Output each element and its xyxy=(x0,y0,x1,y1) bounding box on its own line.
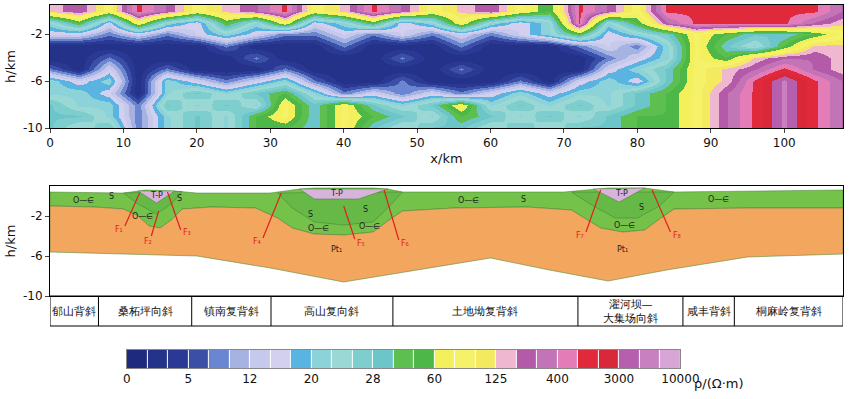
svg-text:S: S xyxy=(521,195,526,204)
svg-text:ρ/(Ω·m): ρ/(Ω·m) xyxy=(694,376,744,391)
svg-text:28: 28 xyxy=(365,372,380,386)
svg-text:-10: -10 xyxy=(23,289,43,303)
svg-text:濯河坝—大集场向斜: 濯河坝—大集场向斜 xyxy=(603,298,658,325)
svg-text:100: 100 xyxy=(773,136,796,150)
svg-text:F₈: F₈ xyxy=(673,231,681,240)
svg-text:O—∈: O—∈ xyxy=(359,222,380,231)
svg-text:0: 0 xyxy=(46,136,54,150)
svg-text:咸丰背斜: 咸丰背斜 xyxy=(687,305,731,318)
svg-text:O—∈: O—∈ xyxy=(458,196,479,205)
svg-text:F₁: F₁ xyxy=(115,225,123,234)
svg-text:O—∈: O—∈ xyxy=(614,221,635,230)
svg-text:S: S xyxy=(363,205,368,214)
svg-text:S: S xyxy=(109,192,114,201)
svg-text:10: 10 xyxy=(116,136,131,150)
svg-text:高山复向斜: 高山复向斜 xyxy=(304,305,359,318)
svg-text:F₂: F₂ xyxy=(144,237,152,246)
svg-text:F₅: F₅ xyxy=(357,239,365,248)
svg-text:125: 125 xyxy=(484,372,507,386)
svg-text:20: 20 xyxy=(189,136,204,150)
svg-text:镇南复背斜: 镇南复背斜 xyxy=(203,305,259,318)
svg-text:0: 0 xyxy=(123,372,131,386)
svg-text:Pt₁: Pt₁ xyxy=(331,245,342,254)
svg-text:O—∈: O—∈ xyxy=(73,196,94,205)
svg-text:h/km: h/km xyxy=(3,225,18,258)
svg-text:F₆: F₆ xyxy=(401,239,409,248)
svg-text:80: 80 xyxy=(630,136,645,150)
svg-text:60: 60 xyxy=(483,136,498,150)
svg-text:O—∈: O—∈ xyxy=(708,195,729,204)
svg-text:-6: -6 xyxy=(31,249,43,263)
svg-text:h/km: h/km xyxy=(3,50,18,83)
svg-text:T-P: T-P xyxy=(615,189,628,198)
svg-text:-2: -2 xyxy=(31,27,43,41)
svg-text:土地坳复背斜: 土地坳复背斜 xyxy=(452,305,518,318)
svg-text:S: S xyxy=(639,203,644,212)
svg-text:12: 12 xyxy=(242,372,257,386)
svg-text:桑柘坪向斜: 桑柘坪向斜 xyxy=(118,305,173,318)
svg-text:F₃: F₃ xyxy=(183,228,191,237)
svg-text:T-P: T-P xyxy=(150,191,163,200)
svg-text:-2: -2 xyxy=(31,209,43,223)
svg-text:O—∈: O—∈ xyxy=(308,224,329,233)
svg-text:桐麻岭复背斜: 桐麻岭复背斜 xyxy=(755,305,822,318)
svg-text:400: 400 xyxy=(546,372,569,386)
svg-text:30: 30 xyxy=(263,136,278,150)
svg-text:O—∈: O—∈ xyxy=(132,212,153,221)
svg-text:5: 5 xyxy=(185,372,193,386)
svg-text:90: 90 xyxy=(703,136,718,150)
svg-text:20: 20 xyxy=(304,372,319,386)
svg-text:50: 50 xyxy=(409,136,424,150)
svg-text:F₇: F₇ xyxy=(576,231,584,240)
svg-text:F₄: F₄ xyxy=(253,237,261,246)
svg-text:T-P: T-P xyxy=(330,189,343,198)
svg-text:70: 70 xyxy=(556,136,571,150)
svg-text:3000: 3000 xyxy=(604,372,635,386)
svg-text:-10: -10 xyxy=(23,121,43,135)
svg-text:x/km: x/km xyxy=(430,151,462,166)
svg-text:郁山背斜: 郁山背斜 xyxy=(52,305,96,318)
svg-text:Pt₁: Pt₁ xyxy=(617,245,628,254)
svg-text:-6: -6 xyxy=(31,74,43,88)
svg-text:60: 60 xyxy=(427,372,442,386)
svg-text:S: S xyxy=(308,210,313,219)
svg-text:10000: 10000 xyxy=(661,372,699,386)
svg-text:S: S xyxy=(177,194,182,203)
svg-text:40: 40 xyxy=(336,136,351,150)
